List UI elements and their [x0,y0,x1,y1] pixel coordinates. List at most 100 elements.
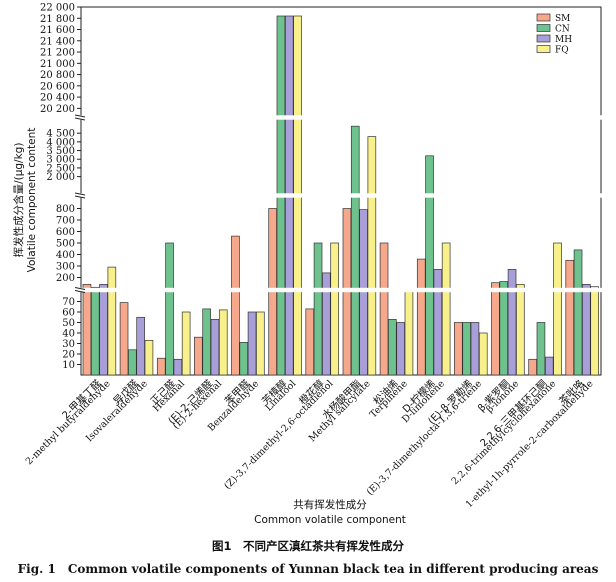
bar-cn-9 [425,155,434,376]
y-axis-label-cn: 挥发性成分含量/(μg/kg) [12,143,25,258]
bar-fq-3 [218,309,228,376]
y-tick-label: 20 200 [40,104,75,115]
plot-border [80,6,602,376]
axis-break [73,115,609,120]
y-tick-label: 40 [62,329,75,340]
legend-swatch-fq [536,45,551,53]
bar-mh-12 [544,356,554,376]
bar-sm-2 [156,357,166,376]
bar-cn-10 [462,322,471,376]
y-tick-label: 50 [62,318,75,329]
bar-sm-1 [119,302,129,376]
bar-cn-1 [128,349,137,376]
bar-fq-4 [256,311,265,376]
y-tick-label: 21 000 [40,59,75,70]
axis-break-mark [74,287,86,290]
y-tick-label: 21 600 [40,25,75,36]
y-tick-label: 20 800 [40,70,75,81]
bar-fq-13 [590,286,599,376]
bar-mh-7 [359,209,368,376]
y-tick-label: 800 [56,204,75,215]
legend-swatch-sm [536,13,551,22]
axis-break-mark [74,290,86,293]
axis-break [73,193,609,198]
y-tick-label: 3 500 [46,146,75,157]
y-tick-label: 21 200 [40,48,75,59]
bar-sm-9 [416,258,426,376]
y-tick-label: 300 [56,262,75,273]
axis-break-mark [74,192,86,196]
y-axis-label-en: Volatile component content [26,128,38,273]
axis-break-mark [74,195,86,199]
y-tick-label: 200 [56,273,75,284]
bar-cn-6 [313,242,323,376]
bar-mh-8 [396,322,405,376]
bar-mh-4 [247,311,257,376]
bar-fq-1 [144,340,154,376]
bar-sm-6 [305,308,315,376]
legend-label-fq: FQ [555,46,569,56]
bar-fq-7 [367,136,377,376]
legend-label-sm: SM [555,14,570,24]
bar-mh-2 [173,358,183,376]
y-tick-label: 10 [62,360,75,371]
y-tick-label: 700 [56,216,75,227]
bar-mh-3 [210,319,220,376]
axis-breaks [73,114,609,293]
bar-fq-6 [330,242,339,376]
bar-cn-0 [90,286,100,376]
bar-sm-0 [82,284,92,376]
y-tick-label: 600 [56,227,75,238]
y-tick-label: 60 [62,308,75,319]
bar-fq-8 [404,288,414,376]
legend-label-cn: CN [555,25,570,35]
y-tick-label: 70 [62,297,75,308]
y-tick-label: 2 000 [46,172,75,183]
legend-label-mh: MH [555,35,572,45]
y-tick-label: 30 [62,339,75,350]
bar-cn-2 [165,242,174,376]
bar-mh-13 [582,284,591,376]
bar-fq-2 [181,311,191,376]
bar-fq-0 [107,266,117,376]
y-tick-label: 4 000 [46,137,75,148]
bar-mh-11 [507,269,517,376]
x-axis-label-cn: 共有挥发性成分 [293,498,367,511]
bar-mh-6 [322,272,331,376]
bar-fq-12 [553,242,562,376]
bar-cn-13 [573,249,583,376]
bar-sm-8 [379,242,389,376]
figure-caption-en: Fig. 1 Common volatile components of Yun… [17,562,599,576]
y-tick-label: 400 [56,250,75,261]
y-tick-label: 21 800 [40,14,75,25]
bar-fq-10 [478,332,488,376]
legend-swatch-cn [536,24,551,32]
bar-fq-11 [516,284,525,376]
bar-sm-11 [491,282,500,376]
bar-sm-4 [231,235,240,376]
bar-sm-3 [194,336,203,376]
bar-cn-3 [202,308,211,376]
legend-swatch-mh [536,34,551,43]
bar-fq-9 [441,242,451,376]
x-axis-label-en: Common volatile component [254,514,406,526]
axis-break [73,287,609,293]
bar-cn-7 [350,125,360,376]
bar-mh-9 [433,269,443,376]
y-tick-label: 20 600 [40,81,75,92]
bar-sm-12 [528,358,537,376]
bar-mh-10 [470,322,480,376]
bar-cn-8 [388,319,397,376]
y-tick-label: 22 000 [40,3,75,14]
figure-caption-cn: 图1 不同产区滇红茶共有挥发性成分 [212,539,404,553]
bar-sm-13 [565,259,575,376]
axis-break-mark [74,114,86,118]
y-tick-label: 21 400 [40,36,75,47]
y-tick-label: 20 [62,350,75,361]
bar-cn-12 [536,322,546,376]
bar-mh-1 [136,316,145,376]
y-tick-label: 2 500 [46,163,75,174]
